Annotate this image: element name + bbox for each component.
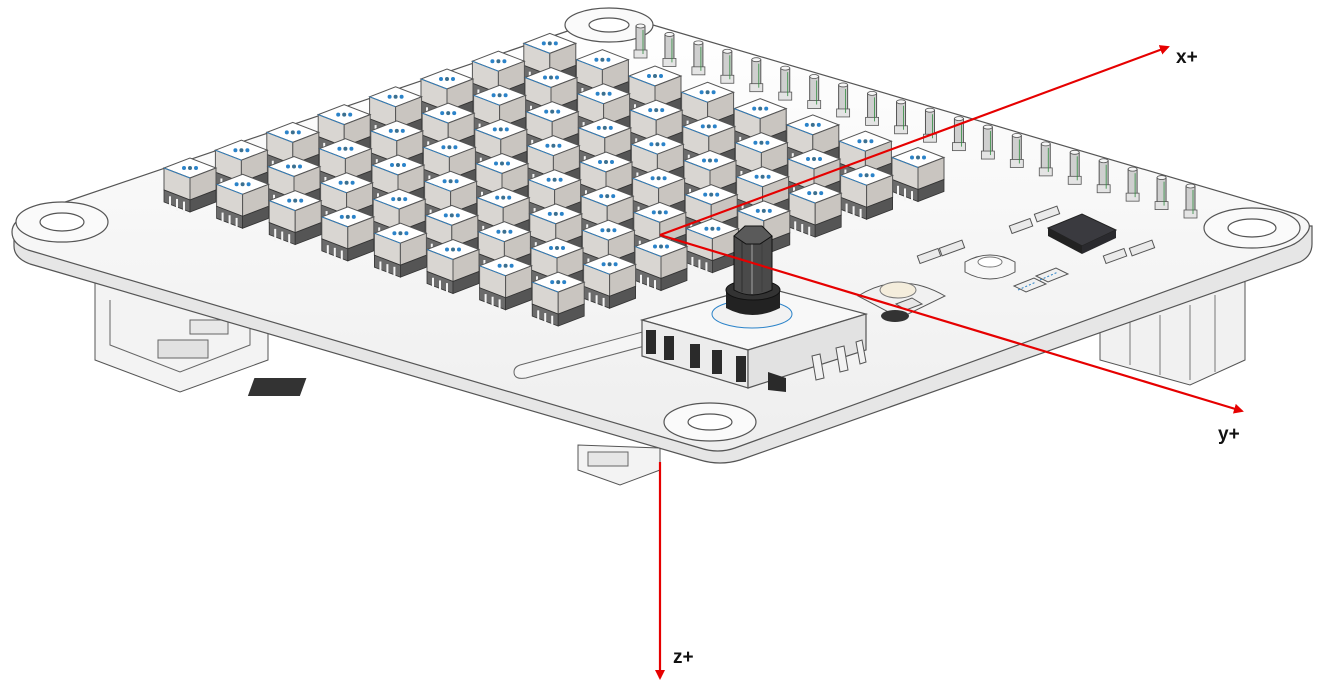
button-component [856, 281, 947, 322]
smd-resistor-2 [1033, 205, 1061, 223]
mounting-hole-bottom [663, 402, 757, 442]
under-chip [247, 378, 307, 396]
led-cell [373, 222, 428, 279]
header-pin [865, 90, 879, 126]
header-pin [749, 57, 764, 93]
led-cell [528, 203, 584, 260]
mounting-hole-top [564, 7, 654, 43]
imu-chip [1046, 213, 1118, 254]
header-pin [1067, 149, 1082, 185]
y-axis-arrow [659, 233, 1244, 414]
encoder-pins-side [811, 339, 867, 381]
led-cell [474, 152, 530, 210]
encoder-legs [646, 330, 786, 392]
smd-resistor-6 [1102, 247, 1128, 265]
led-cell [582, 253, 637, 310]
header-pin [720, 48, 735, 84]
led-cell [267, 190, 323, 247]
led-cell [685, 218, 740, 275]
header-pin [1154, 175, 1169, 210]
led-cell [215, 173, 270, 230]
header-pin [836, 82, 851, 118]
small-ic-1 [1012, 277, 1048, 293]
header-pin [633, 23, 648, 59]
encoder-knob [725, 225, 781, 315]
led-cell [530, 271, 586, 328]
header-pin [980, 124, 995, 160]
smd-resistor-3 [916, 247, 942, 265]
header-pin [1125, 166, 1140, 202]
led-cell [320, 206, 376, 263]
mounting-hole-left [15, 201, 109, 243]
header-pin [894, 99, 908, 135]
header-pin [1009, 133, 1024, 168]
pressure-sensor [964, 254, 1016, 280]
x-axis-arrow [659, 45, 1170, 237]
smd-resistor-1 [1008, 217, 1034, 235]
smd-resistor-5 [1128, 239, 1156, 257]
led-cell [425, 238, 481, 296]
led-cell [734, 132, 789, 189]
led-cell [890, 146, 946, 204]
led-cell [633, 235, 689, 293]
coordinate-axes: x+ y+ z+ [655, 45, 1244, 680]
header-pin [1038, 141, 1053, 177]
y-axis-label: y+ [1218, 424, 1240, 445]
led-cell [162, 157, 218, 214]
encoder-body-side [747, 313, 867, 389]
header-pin [691, 40, 706, 76]
smd-resistor-4 [938, 239, 966, 257]
z-axis-label: z+ [673, 647, 694, 668]
header-pin [952, 116, 966, 152]
led-cell [319, 172, 374, 229]
x-axis-label: x+ [1176, 47, 1198, 68]
rotary-encoder [639, 225, 869, 392]
led-cell [478, 255, 533, 312]
header-pins [633, 23, 1198, 219]
small-ic-2 [1034, 267, 1070, 283]
smd-components [856, 205, 1156, 322]
header-pin [662, 32, 677, 67]
bottom-connector [577, 444, 661, 486]
led-cell [575, 49, 630, 106]
header-pin [778, 65, 793, 101]
led-cell [839, 164, 894, 221]
header-pin [1183, 183, 1198, 219]
led-cell [682, 149, 738, 207]
mounting-hole-right [1203, 207, 1301, 249]
header-pin [1096, 158, 1111, 194]
led-cell [787, 182, 843, 239]
header-pin [807, 74, 822, 109]
led-cell [318, 138, 373, 195]
led-matrix [162, 32, 946, 328]
